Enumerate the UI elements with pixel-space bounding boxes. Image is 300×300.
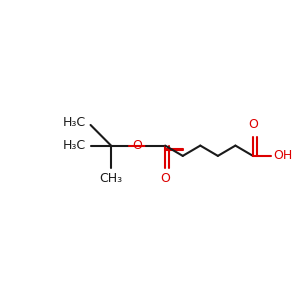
- Text: H₃C: H₃C: [63, 116, 86, 128]
- Text: OH: OH: [274, 149, 293, 162]
- Text: H₃C: H₃C: [63, 139, 86, 152]
- Text: O: O: [160, 172, 170, 185]
- Text: O: O: [248, 118, 258, 131]
- Text: CH₃: CH₃: [100, 172, 123, 185]
- Text: O: O: [133, 139, 142, 152]
